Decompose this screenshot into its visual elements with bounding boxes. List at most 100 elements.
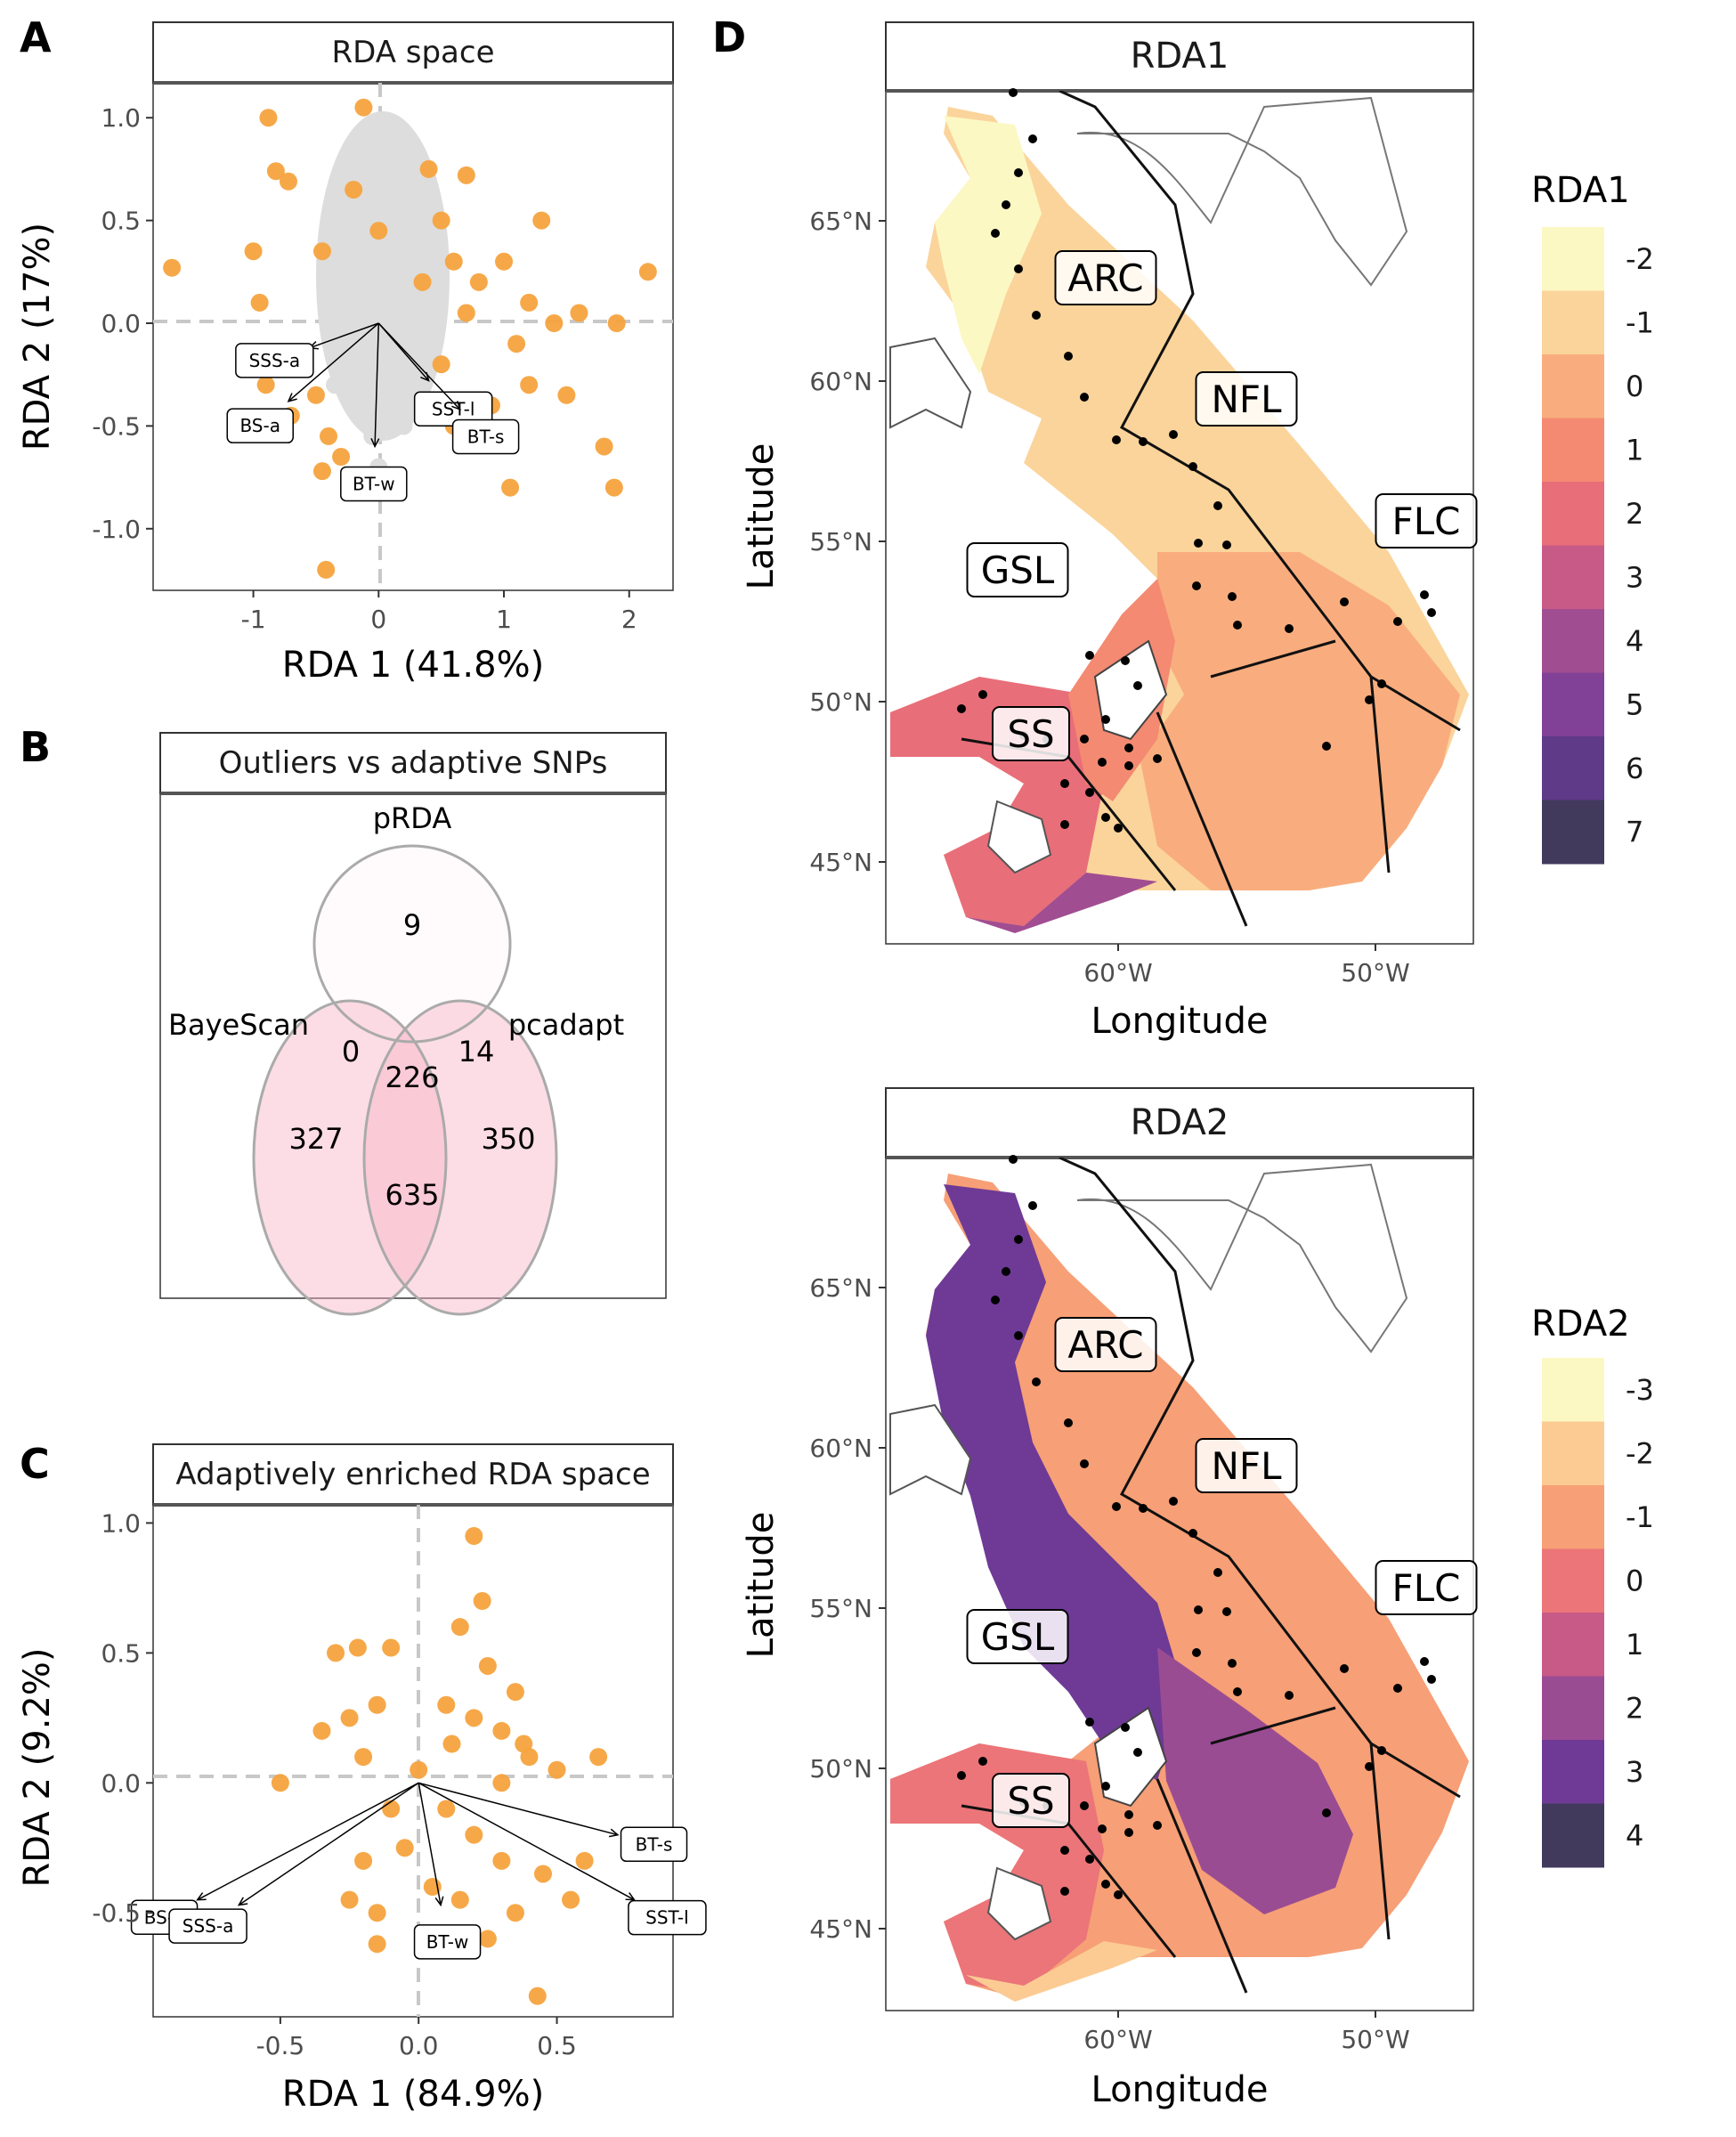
legend-swatch <box>1542 354 1604 418</box>
neutral-snp-point <box>394 417 413 435</box>
sampling-station-dot <box>1009 88 1018 97</box>
map-x-tick-label: 60°W <box>1083 2025 1152 2054</box>
legend-swatch <box>1542 672 1604 737</box>
panel-d1-yticks: 65°N 60°N 55°N 50°N 45°N <box>809 207 886 877</box>
d2-region-boundaries <box>961 1158 1461 1994</box>
sampling-station-dot <box>1222 540 1231 549</box>
biplot-arrow-sss-a <box>309 322 379 349</box>
outlier-snp-point <box>312 1721 331 1740</box>
venn-count-bayescan-only: 327 <box>288 1122 343 1156</box>
sampling-station-dot <box>1064 1418 1073 1427</box>
outlier-snp-point <box>492 1774 511 1792</box>
panel-b: B Outliers vs adaptive SNPs pRDA BayeSca… <box>20 723 667 1316</box>
region-label-box <box>1195 1438 1298 1493</box>
sampling-station-dot <box>1194 1605 1203 1614</box>
outlier-snp-point <box>163 258 182 277</box>
panel-d2-ylabel: Latitude <box>741 1512 782 1659</box>
biplot-label-box <box>340 466 408 502</box>
biplot-label-bt-w: BT-w <box>353 473 395 494</box>
neutral-snp-point <box>382 129 401 148</box>
region-label-nfl: NFL <box>1212 378 1283 421</box>
y-tick-label: -0.5 <box>92 411 141 441</box>
outlier-snp-point <box>507 335 526 353</box>
panel-d2-stations <box>957 1155 1436 1899</box>
legend-label: 6 <box>1626 752 1643 785</box>
sampling-station-dot <box>991 229 1000 238</box>
outlier-snp-point <box>532 211 551 230</box>
biplot-arrowhead <box>196 1892 207 1901</box>
sampling-station-dot <box>957 704 966 713</box>
sampling-station-dot <box>1080 735 1089 743</box>
region-label-box <box>1375 1560 1478 1615</box>
d1-region-boundaries <box>961 91 1461 927</box>
outlier-snp-point <box>444 252 463 271</box>
map-y-tick-label: 60°N <box>809 367 872 396</box>
biplot-label-box <box>226 408 294 443</box>
sampling-station-dot <box>1285 624 1294 633</box>
legend-label: 1 <box>1626 433 1643 467</box>
outlier-snp-point <box>410 1760 428 1779</box>
outlier-snp-point <box>368 1695 386 1714</box>
region-label-box <box>1054 250 1157 305</box>
biplot-label-box <box>451 418 520 455</box>
outlier-snp-point <box>506 1904 524 1922</box>
panel-d2-strip <box>885 1087 1474 1158</box>
sampling-station-dot <box>1085 1718 1094 1727</box>
panel-letter-b: B <box>20 723 51 771</box>
legend-d1: -2 -1 0 1 2 3 4 5 6 7 <box>1542 227 1654 865</box>
map-x-tick-label: 60°W <box>1083 958 1152 987</box>
neutral-snp-point <box>401 376 419 394</box>
outlier-snp-point <box>256 376 275 394</box>
legend-label: 0 <box>1626 370 1643 403</box>
panel-d1-title: RDA1 <box>1131 36 1229 77</box>
panel-d2-xticks: 60°W 50°W <box>1083 2011 1410 2054</box>
outlier-snp-point <box>478 1656 497 1675</box>
region-label-box <box>992 1773 1070 1828</box>
outlier-snp-point <box>557 386 576 404</box>
sampling-station-dot <box>1285 1691 1294 1700</box>
outlier-snp-point <box>506 1683 524 1702</box>
sampling-station-dot <box>978 1757 987 1766</box>
sampling-station-dot <box>1139 1504 1148 1513</box>
outlier-snp-point <box>332 448 351 466</box>
panel-d2-region-labels: ARC NFL FLC GSL SS <box>966 1317 1478 1828</box>
panel-a-ylabel: RDA 2 (17%) <box>17 223 58 451</box>
outlier-snp-point <box>369 222 388 240</box>
region-label-ss: SS <box>1007 1779 1054 1823</box>
sampling-station-dot <box>1112 435 1121 444</box>
y-tick-label: 1.0 <box>101 1508 141 1538</box>
sampling-station-dot <box>1194 539 1203 548</box>
panel-d1-ylabel: Latitude <box>741 443 782 590</box>
neutral-snp-point <box>357 396 376 415</box>
outlier-snp-point <box>638 263 657 281</box>
sampling-station-dot <box>957 1771 966 1780</box>
sampling-station-dot <box>1133 1748 1142 1757</box>
region-label-box <box>1375 493 1478 548</box>
sampling-station-dot <box>1121 1723 1130 1732</box>
map-y-tick-label: 55°N <box>809 1594 872 1623</box>
neutral-snp-point <box>388 314 407 332</box>
biplot-arrow-sst-l <box>418 1782 635 1901</box>
sampling-station-dot <box>1080 393 1089 402</box>
region-label-arc: ARC <box>1067 256 1143 300</box>
legend-swatch <box>1542 1613 1604 1677</box>
map-y-tick-label: 65°N <box>809 207 872 236</box>
map-x-tick-label: 50°W <box>1341 2025 1409 2054</box>
sampling-station-dot <box>1393 617 1402 626</box>
sampling-station-dot <box>1002 200 1010 209</box>
biplot-arrowhead <box>451 401 461 411</box>
biplot-arrow-bt-s <box>377 322 461 410</box>
d2-greenland-land <box>1076 1163 1408 1353</box>
sampling-station-dot <box>1064 352 1073 361</box>
panel-a-xlabel: RDA 1 (41.8%) <box>282 645 544 686</box>
y-tick-label: -0.5 <box>92 1898 141 1928</box>
legend-swatch <box>1542 1485 1604 1549</box>
sampling-station-dot <box>1377 679 1386 688</box>
legend-label: -2 <box>1626 242 1654 276</box>
biplot-arrow-bt-w <box>374 322 380 447</box>
sampling-station-dot <box>991 1296 1000 1304</box>
panel-b-strip <box>159 732 667 794</box>
neutral-snp-point <box>376 201 394 220</box>
y-tick-label: 0.0 <box>101 309 141 338</box>
